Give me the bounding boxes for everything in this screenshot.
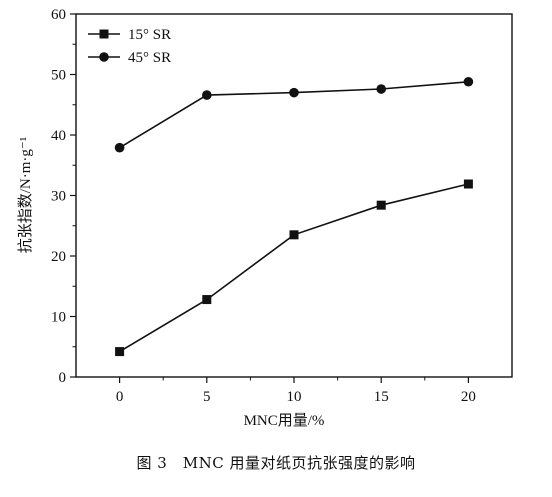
data-point (376, 200, 386, 210)
y-axis-label: 抗张指数/N·m·g⁻¹ (17, 137, 34, 254)
data-point (114, 142, 125, 153)
legend: 15° SR 45° SR (88, 27, 171, 66)
y-tick-label: 30 (51, 189, 66, 205)
y-tick-label: 10 (51, 310, 66, 326)
legend-label: 45° SR (128, 50, 171, 66)
chart: 0 5 10 15 20 0 10 20 30 40 50 60 15° SR 45° SR MNC用量… (17, 7, 513, 429)
y-tick-label: 60 (51, 7, 66, 23)
data-point (463, 76, 474, 87)
legend-label: 15° SR (128, 27, 171, 43)
data-point (202, 295, 212, 305)
plot-frame (75, 13, 513, 378)
y-tick-label: 20 (51, 249, 66, 265)
x-tick-label: 15 (374, 389, 389, 405)
y-tick-label: 40 (51, 128, 66, 144)
series-line (119, 183, 469, 353)
plot-marks (114, 76, 474, 357)
data-point (289, 87, 299, 98)
data-point (289, 230, 299, 240)
data-point (376, 84, 387, 94)
y-tick-label: 50 (51, 68, 66, 84)
x-tick-label: 20 (461, 389, 476, 405)
x-axis-label: MNC用量/% (244, 413, 325, 429)
data-point (463, 179, 473, 189)
x-tick-label: 10 (287, 389, 302, 405)
data-point (115, 347, 125, 357)
x-tick-label: 5 (203, 389, 211, 405)
plot-axes: 0 5 10 15 20 0 10 20 30 40 50 60 (51, 7, 513, 405)
data-point (202, 90, 212, 100)
y-tick-label: 0 (59, 370, 67, 386)
legend-marker (99, 52, 109, 62)
x-tick-label: 0 (116, 389, 124, 405)
legend-marker (99, 29, 109, 39)
figure-caption: 图 3 MNC 用量对纸页抗张强度的影响 (136, 454, 416, 472)
